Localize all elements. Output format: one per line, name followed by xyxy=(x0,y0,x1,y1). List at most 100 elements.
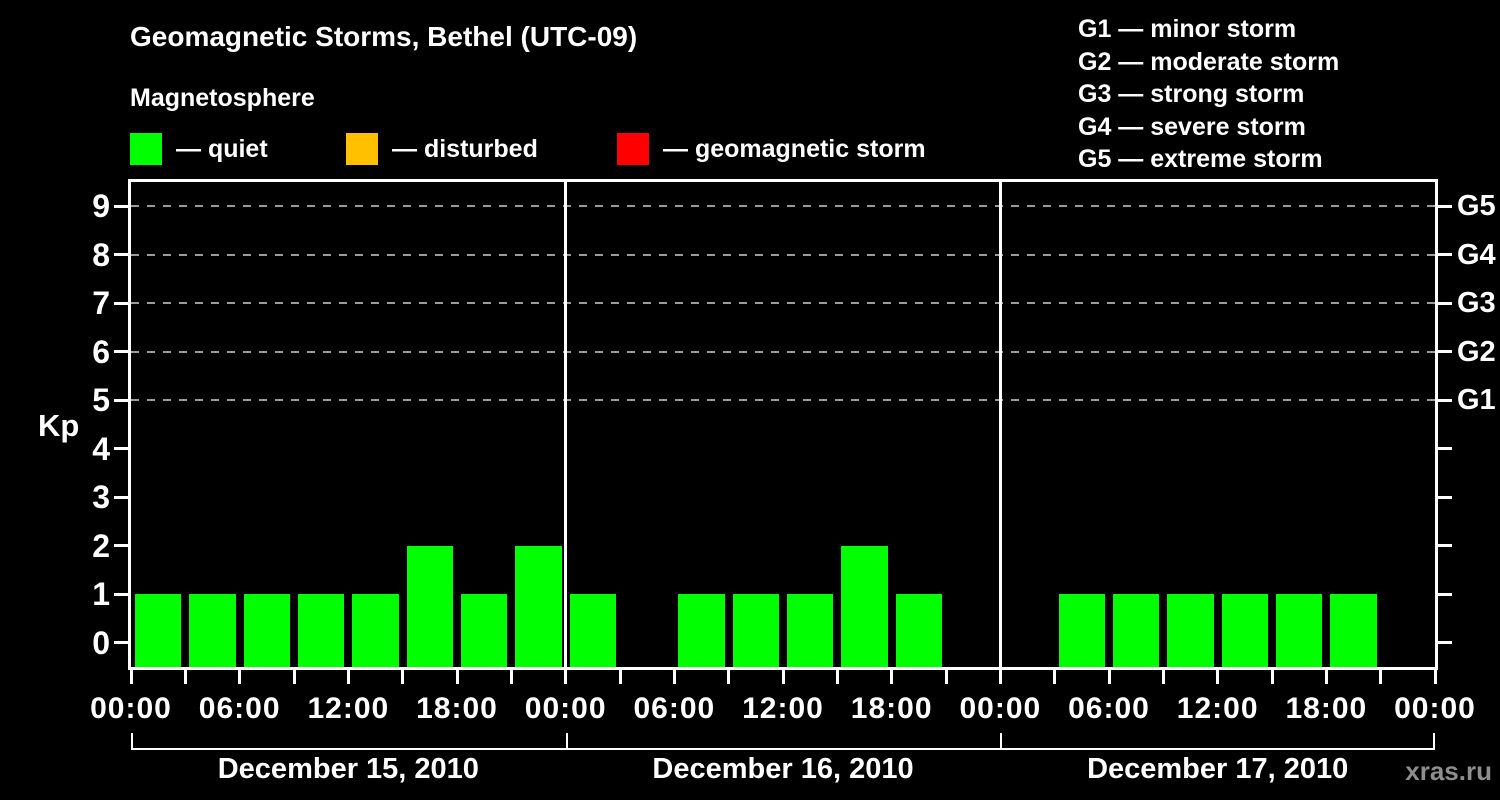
g-scale-label: G2 xyxy=(1457,335,1496,368)
y-axis-tick-right xyxy=(1438,350,1452,354)
x-axis-tick xyxy=(618,670,622,684)
kp-bar xyxy=(298,594,345,667)
y-axis-label: 2 xyxy=(92,527,110,564)
time-label: 12:00 xyxy=(742,692,824,725)
day-bracket-tick xyxy=(1433,733,1435,750)
day-bracket-line xyxy=(131,748,1435,750)
legend-label-disturbed: — disturbed xyxy=(392,135,538,163)
time-label: 00:00 xyxy=(1394,692,1476,725)
gridline xyxy=(131,399,1435,402)
y-axis-tick xyxy=(114,253,128,257)
y-axis-label: 9 xyxy=(92,188,110,225)
kp-bar xyxy=(135,594,182,667)
chart-title: Geomagnetic Storms, Bethel (UTC-09) xyxy=(130,21,638,52)
kp-bar xyxy=(1167,594,1214,667)
legend-label-geomagnetic-storm: — geomagnetic storm xyxy=(663,135,926,163)
gridline xyxy=(131,350,1435,353)
storm-color-swatch xyxy=(617,133,649,165)
y-axis-tick xyxy=(114,398,128,402)
g-scale-label: G4 xyxy=(1457,238,1496,271)
x-axis-tick xyxy=(1107,670,1111,684)
quiet-color-swatch xyxy=(130,133,162,165)
x-axis-tick xyxy=(346,670,350,684)
x-axis-tick xyxy=(672,670,676,684)
time-label: 18:00 xyxy=(416,692,498,725)
kp-bar xyxy=(895,594,942,667)
y-axis-tick xyxy=(114,592,128,596)
time-label: 12:00 xyxy=(1176,692,1259,725)
y-axis-tick-right xyxy=(1438,301,1452,305)
y-axis-tick xyxy=(114,204,128,208)
time-label: 18:00 xyxy=(1285,692,1368,725)
kp-bar xyxy=(787,594,834,667)
g-scale-legend: G1 — minor storm G2 — moderate storm G3 … xyxy=(1078,13,1339,176)
y-axis-title: Kp xyxy=(38,408,80,443)
x-axis-tick xyxy=(890,670,894,684)
plot-border-bottom xyxy=(128,667,1438,670)
kp-bar xyxy=(461,594,508,667)
kp-bar xyxy=(515,545,562,667)
day-divider-line xyxy=(998,182,1002,667)
gridline xyxy=(131,253,1435,256)
y-axis-tick-right xyxy=(1438,544,1452,548)
kp-bar xyxy=(732,594,779,667)
watermark: xras.ru xyxy=(1405,756,1492,786)
kp-bar xyxy=(406,545,453,667)
g-scale-label: G1 xyxy=(1457,384,1496,417)
y-axis-tick-right xyxy=(1438,447,1452,451)
kp-bar xyxy=(1276,594,1323,667)
g-scale-label: G5 xyxy=(1457,190,1496,223)
y-axis-tick xyxy=(114,447,128,451)
y-axis-tick xyxy=(114,544,128,548)
y-axis-tick-right xyxy=(1438,641,1452,645)
x-axis-tick xyxy=(1433,670,1437,684)
time-label: 12:00 xyxy=(307,692,390,725)
date-label: December 16, 2010 xyxy=(652,753,914,785)
gridline xyxy=(131,205,1435,208)
gridline xyxy=(131,302,1435,305)
kp-bar xyxy=(569,594,616,667)
x-axis-tick xyxy=(564,670,568,684)
x-axis-tick xyxy=(238,670,242,684)
x-axis-tick xyxy=(781,670,785,684)
g1-legend-row: G1 — minor storm xyxy=(1078,15,1297,43)
day-bracket-tick xyxy=(131,733,133,750)
kp-bar xyxy=(678,594,725,667)
x-axis-tick xyxy=(1216,670,1220,684)
x-axis-tick xyxy=(455,670,459,684)
x-axis-tick xyxy=(129,670,133,684)
y-axis-label: 3 xyxy=(92,479,110,516)
x-axis-tick xyxy=(1161,670,1165,684)
day-bracket-tick xyxy=(1000,733,1003,750)
y-axis-label: 1 xyxy=(92,576,110,613)
x-axis-tick xyxy=(1324,670,1328,684)
x-axis-tick xyxy=(292,670,296,684)
time-label: 06:00 xyxy=(198,692,281,725)
x-axis-tick xyxy=(1379,670,1383,684)
legend-label-quiet: — quiet xyxy=(176,135,268,163)
y-axis-tick xyxy=(114,350,128,354)
disturbed-color-swatch xyxy=(346,133,378,165)
kp-bar xyxy=(1330,594,1377,667)
y-axis-tick-right xyxy=(1438,204,1452,208)
date-label: December 17, 2010 xyxy=(1087,753,1349,785)
y-axis-tick-right xyxy=(1438,592,1452,596)
x-axis-tick xyxy=(727,670,731,684)
y-axis-label: 7 xyxy=(92,285,110,322)
time-label: 00:00 xyxy=(959,692,1042,725)
x-axis-tick xyxy=(835,670,839,684)
plot-border-right xyxy=(1435,179,1438,670)
kp-bar xyxy=(1058,594,1105,667)
chart-subtitle: Magnetosphere xyxy=(130,84,315,112)
g-scale-label: G3 xyxy=(1457,287,1496,320)
x-axis-tick xyxy=(183,670,187,684)
x-axis-tick xyxy=(944,670,948,684)
x-axis-tick xyxy=(998,670,1002,684)
day-divider-line xyxy=(564,182,568,667)
y-axis-label: 8 xyxy=(92,236,110,273)
g3-legend-row: G3 — strong storm xyxy=(1078,80,1305,108)
kp-bar xyxy=(243,594,290,667)
kp-bar xyxy=(841,545,888,667)
